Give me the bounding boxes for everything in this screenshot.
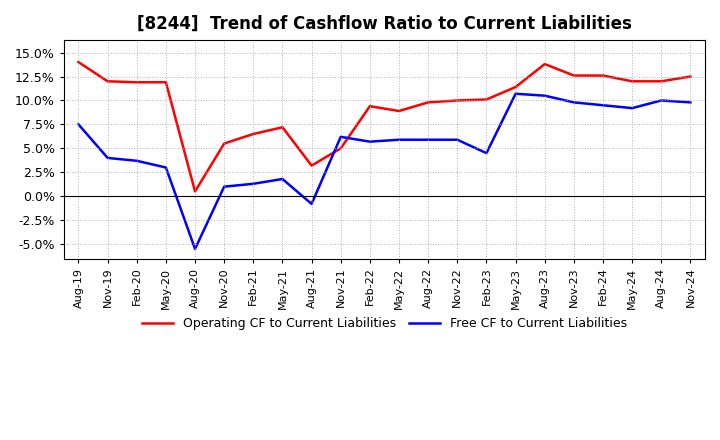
- Operating CF to Current Liabilities: [395, 108, 403, 114]
- Operating CF to Current Liabilities: [307, 163, 316, 168]
- Operating CF to Current Liabilities: [628, 79, 636, 84]
- Operating CF to Current Liabilities: [74, 59, 83, 65]
- Free CF to Current Liabilities: [453, 137, 462, 143]
- Operating CF to Current Liabilities: [599, 73, 608, 78]
- Operating CF to Current Liabilities: [278, 125, 287, 130]
- Line: Free CF to Current Liabilities: Free CF to Current Liabilities: [78, 94, 690, 249]
- Free CF to Current Liabilities: [395, 137, 403, 143]
- Free CF to Current Liabilities: [103, 155, 112, 161]
- Operating CF to Current Liabilities: [511, 84, 520, 90]
- Operating CF to Current Liabilities: [686, 74, 695, 79]
- Operating CF to Current Liabilities: [366, 103, 374, 109]
- Operating CF to Current Liabilities: [249, 132, 258, 137]
- Free CF to Current Liabilities: [220, 184, 228, 189]
- Free CF to Current Liabilities: [132, 158, 141, 163]
- Operating CF to Current Liabilities: [570, 73, 578, 78]
- Free CF to Current Liabilities: [570, 100, 578, 105]
- Free CF to Current Liabilities: [278, 176, 287, 182]
- Free CF to Current Liabilities: [599, 103, 608, 108]
- Free CF to Current Liabilities: [628, 106, 636, 111]
- Operating CF to Current Liabilities: [453, 98, 462, 103]
- Operating CF to Current Liabilities: [657, 79, 665, 84]
- Free CF to Current Liabilities: [161, 165, 170, 170]
- Free CF to Current Liabilities: [249, 181, 258, 187]
- Free CF to Current Liabilities: [541, 93, 549, 98]
- Operating CF to Current Liabilities: [220, 141, 228, 146]
- Legend: Operating CF to Current Liabilities, Free CF to Current Liabilities: Operating CF to Current Liabilities, Fre…: [137, 312, 632, 335]
- Operating CF to Current Liabilities: [132, 80, 141, 85]
- Operating CF to Current Liabilities: [161, 80, 170, 85]
- Operating CF to Current Liabilities: [541, 62, 549, 67]
- Operating CF to Current Liabilities: [482, 97, 491, 102]
- Title: [8244]  Trend of Cashflow Ratio to Current Liabilities: [8244] Trend of Cashflow Ratio to Curren…: [137, 15, 632, 33]
- Free CF to Current Liabilities: [74, 122, 83, 127]
- Free CF to Current Liabilities: [191, 246, 199, 252]
- Operating CF to Current Liabilities: [191, 189, 199, 194]
- Operating CF to Current Liabilities: [424, 100, 433, 105]
- Free CF to Current Liabilities: [424, 137, 433, 143]
- Free CF to Current Liabilities: [307, 201, 316, 206]
- Free CF to Current Liabilities: [336, 134, 345, 139]
- Free CF to Current Liabilities: [511, 91, 520, 96]
- Free CF to Current Liabilities: [686, 100, 695, 105]
- Line: Operating CF to Current Liabilities: Operating CF to Current Liabilities: [78, 62, 690, 191]
- Free CF to Current Liabilities: [482, 150, 491, 156]
- Operating CF to Current Liabilities: [336, 146, 345, 151]
- Free CF to Current Liabilities: [366, 139, 374, 144]
- Operating CF to Current Liabilities: [103, 79, 112, 84]
- Free CF to Current Liabilities: [657, 98, 665, 103]
